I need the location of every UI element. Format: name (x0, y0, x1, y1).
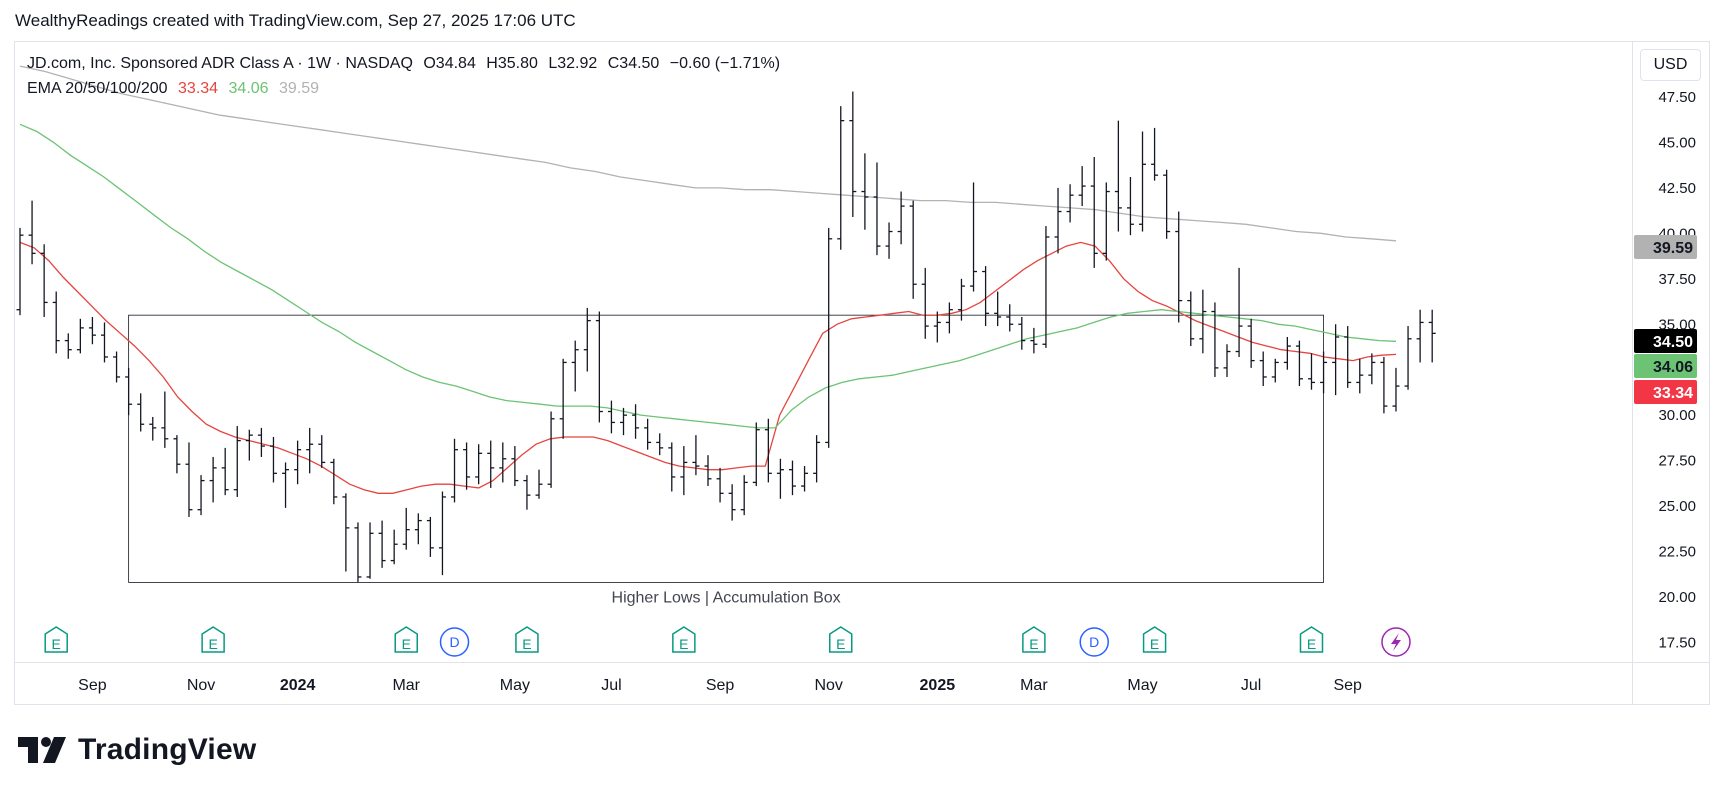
price-axis-divider (1632, 41, 1633, 705)
ohlc-low: L32.92 (548, 55, 598, 72)
price-tag-ema20 (1634, 380, 1697, 404)
price-tag-label: 34.50 (1653, 334, 1693, 351)
ohlc-open: O34.84 (423, 55, 476, 72)
y-tick-label: 20.00 (1658, 589, 1696, 606)
earnings-icon-letter: E (1029, 636, 1038, 652)
earnings-icon-letter: E (1150, 636, 1159, 652)
x-tick-label: May (1127, 677, 1157, 694)
y-tick-label: 17.50 (1658, 634, 1696, 651)
ema-label[interactable]: EMA 20/50/100/200 (27, 80, 168, 97)
ema200-value: 39.59 (279, 80, 320, 97)
x-tick-label: Mar (1020, 677, 1048, 694)
earnings-icon-letter: E (52, 636, 61, 652)
x-tick-label: Sep (78, 677, 107, 694)
x-tick-label: Nov (187, 677, 215, 694)
ema-legend[interactable]: EMA 20/50/100/200 33.34 34.06 39.59 (27, 80, 325, 98)
y-tick-label: 30.00 (1658, 407, 1696, 424)
tradingview-logo-icon (18, 737, 66, 763)
earnings-icon-letter: E (679, 636, 688, 652)
price-tag-label: 39.59 (1653, 240, 1693, 257)
currency-button[interactable]: USD (1640, 49, 1701, 81)
earnings-icon-letter: E (836, 636, 845, 652)
attribution-text: WealthyReadings created with TradingView… (15, 11, 576, 30)
price-tag-label: 34.06 (1653, 359, 1693, 376)
earnings-icon[interactable] (44, 626, 68, 653)
dividend-icon-letter: D (1089, 634, 1099, 650)
symbol-name[interactable]: JD.com, Inc. Sponsored ADR Class A · 1W … (27, 55, 413, 72)
x-tick-label: Jul (601, 677, 621, 694)
flash-icon-bolt (1390, 633, 1401, 651)
ema20-value: 33.34 (178, 80, 219, 97)
ema50-value: 34.06 (228, 80, 269, 97)
earnings-icon[interactable] (394, 626, 418, 653)
x-tick-label: Sep (1333, 677, 1362, 694)
earnings-icon[interactable] (201, 626, 225, 653)
earnings-icon[interactable] (1142, 626, 1167, 653)
accumulation-box-label: Higher Lows | Accumulation Box (612, 589, 841, 606)
x-tick-label: 2025 (920, 677, 956, 694)
time-axis-divider (14, 662, 1710, 663)
x-tick-label: 2024 (280, 677, 316, 694)
y-tick-label: 42.50 (1658, 180, 1696, 197)
earnings-icon[interactable] (672, 626, 696, 653)
earnings-icon[interactable] (515, 626, 539, 653)
ohlc-change: −0.60 (−1.71%) (669, 55, 781, 72)
earnings-icon[interactable] (1022, 626, 1046, 653)
price-tag-last (1634, 329, 1697, 353)
earnings-icon-letter: E (1307, 636, 1316, 652)
tradingview-logo[interactable]: TradingView (18, 732, 256, 768)
y-tick-label: 25.00 (1658, 498, 1696, 515)
accumulation-box (128, 314, 1324, 583)
earnings-icon-letter: E (522, 636, 531, 652)
y-tick-label: 45.00 (1658, 134, 1696, 151)
y-tick-label: 37.50 (1658, 271, 1696, 288)
dividend-icon[interactable] (1079, 627, 1109, 657)
x-tick-label: Mar (392, 677, 420, 694)
x-tick-label: Nov (814, 677, 842, 694)
y-tick-label: 22.50 (1658, 544, 1696, 561)
x-tick-label: May (500, 677, 530, 694)
y-tick-label: 27.50 (1658, 453, 1696, 470)
dividend-icon[interactable] (439, 627, 470, 657)
price-tag-ema50 (1634, 354, 1697, 378)
x-tick-label: Sep (706, 677, 735, 694)
earnings-icon[interactable] (829, 626, 853, 653)
price-tag-ema200 (1634, 235, 1697, 259)
x-tick-label: Jul (1241, 677, 1261, 694)
y-tick-label: 47.50 (1658, 89, 1696, 106)
earnings-icon[interactable] (1299, 626, 1324, 653)
symbol-legend[interactable]: JD.com, Inc. Sponsored ADR Class A · 1W … (27, 55, 786, 73)
dividend-icon-letter: D (449, 634, 459, 650)
price-tag-label: 33.34 (1653, 385, 1693, 402)
ema50-line (19, 123, 1397, 429)
brand-name: TradingView (78, 733, 257, 766)
ohlc-high: H35.80 (486, 55, 538, 72)
ohlc-close: C34.50 (607, 55, 660, 72)
chart-frame (14, 41, 1710, 705)
earnings-icon-letter: E (208, 636, 217, 652)
earnings-icon-letter: E (402, 636, 411, 652)
